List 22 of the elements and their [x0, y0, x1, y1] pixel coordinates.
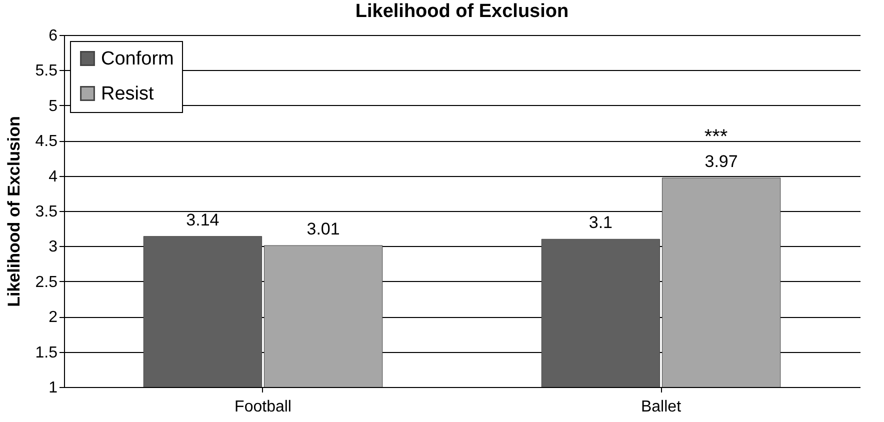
y-axis-title: Likelihood of Exclusion	[4, 116, 24, 307]
x-tick-label: Ballet	[640, 398, 682, 416]
data-label: 3.97	[704, 152, 738, 171]
data-label: 3.14	[186, 210, 220, 230]
chart-title: Likelihood of Exclusion	[355, 1, 569, 22]
y-tick-label: 4	[48, 168, 58, 186]
y-tick-label: 3.5	[35, 204, 58, 220]
data-label: 3.1	[588, 213, 613, 232]
y-tick-label: 1	[48, 380, 58, 396]
annotation: ***	[704, 126, 728, 148]
y-tick-label: 6	[48, 28, 58, 44]
y-tick-label: 2.5	[35, 274, 58, 291]
legend-label: Conform	[101, 48, 174, 70]
y-tick-label: 3	[48, 238, 58, 256]
y-tick-label: 5.5	[35, 62, 58, 80]
data-label: 3.01	[306, 219, 340, 238]
y-tick-label: 4.5	[35, 133, 58, 150]
y-tick-label: 5	[48, 98, 58, 115]
y-tick-label: 2	[48, 309, 58, 326]
legend-label: Resist	[101, 84, 155, 104]
y-tick-label: 1.5	[35, 344, 58, 362]
x-tick-label: Football	[234, 398, 292, 416]
